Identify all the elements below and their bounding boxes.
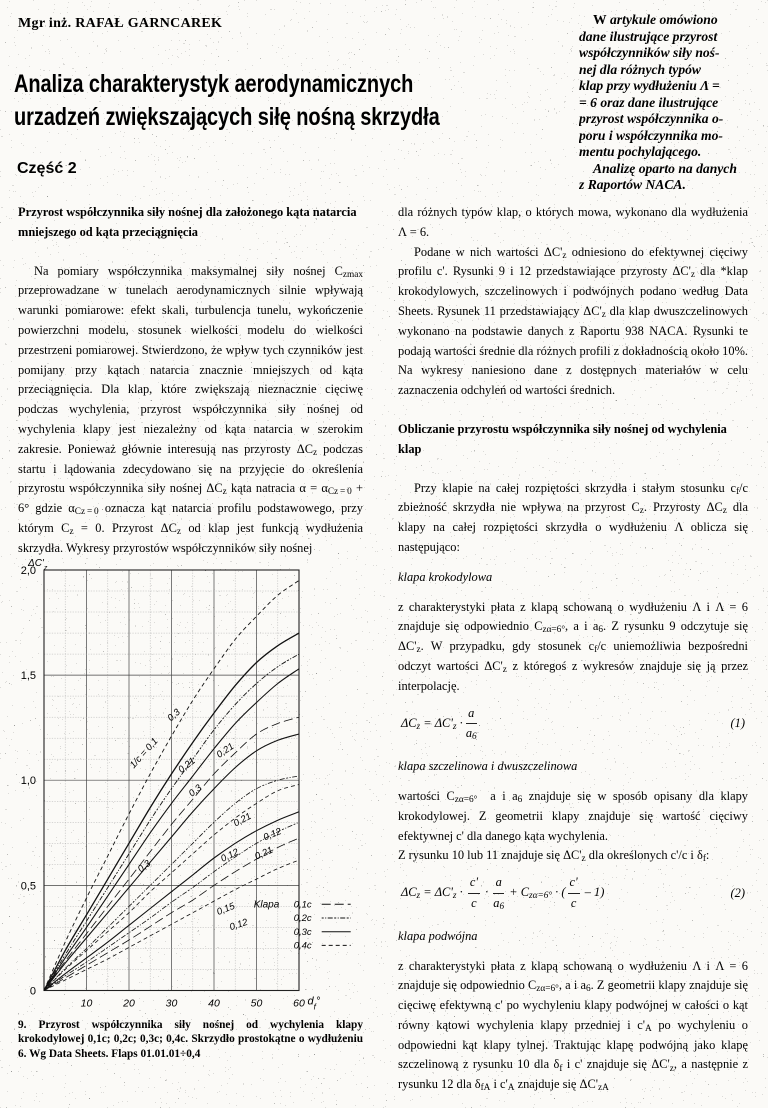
svg-text:60: 60 — [293, 997, 305, 1009]
svg-text:0,12: 0,12 — [228, 916, 250, 932]
svg-text:0,3: 0,3 — [187, 782, 205, 799]
svg-text:50: 50 — [251, 997, 263, 1009]
svg-text:1/c = 0,1: 1/c = 0,1 — [128, 736, 161, 771]
svg-text:0,2c: 0,2c — [294, 913, 312, 924]
svg-text:0,15: 0,15 — [215, 900, 237, 917]
svg-text:1,5: 1,5 — [21, 670, 36, 682]
svg-text:30: 30 — [166, 997, 178, 1009]
svg-text:40: 40 — [208, 997, 220, 1009]
svg-text:df°: df° — [308, 995, 321, 1011]
svg-text:1,0: 1,0 — [21, 775, 36, 787]
svg-text:0,3: 0,3 — [136, 857, 154, 874]
svg-text:20: 20 — [122, 997, 135, 1009]
svg-text:0,1c: 0,1c — [294, 899, 312, 910]
svg-text:0,4c: 0,4c — [294, 940, 312, 951]
svg-text:0,21: 0,21 — [176, 755, 197, 775]
svg-text:0: 0 — [30, 985, 36, 997]
svg-text:0,12: 0,12 — [262, 825, 284, 842]
svg-text:0,3c: 0,3c — [294, 926, 312, 937]
svg-text:10: 10 — [81, 997, 93, 1009]
svg-text:Klapa: Klapa — [254, 899, 280, 910]
svg-text:0,21: 0,21 — [232, 810, 253, 828]
svg-text:0,12: 0,12 — [219, 846, 241, 864]
svg-text:0,5: 0,5 — [21, 880, 36, 892]
